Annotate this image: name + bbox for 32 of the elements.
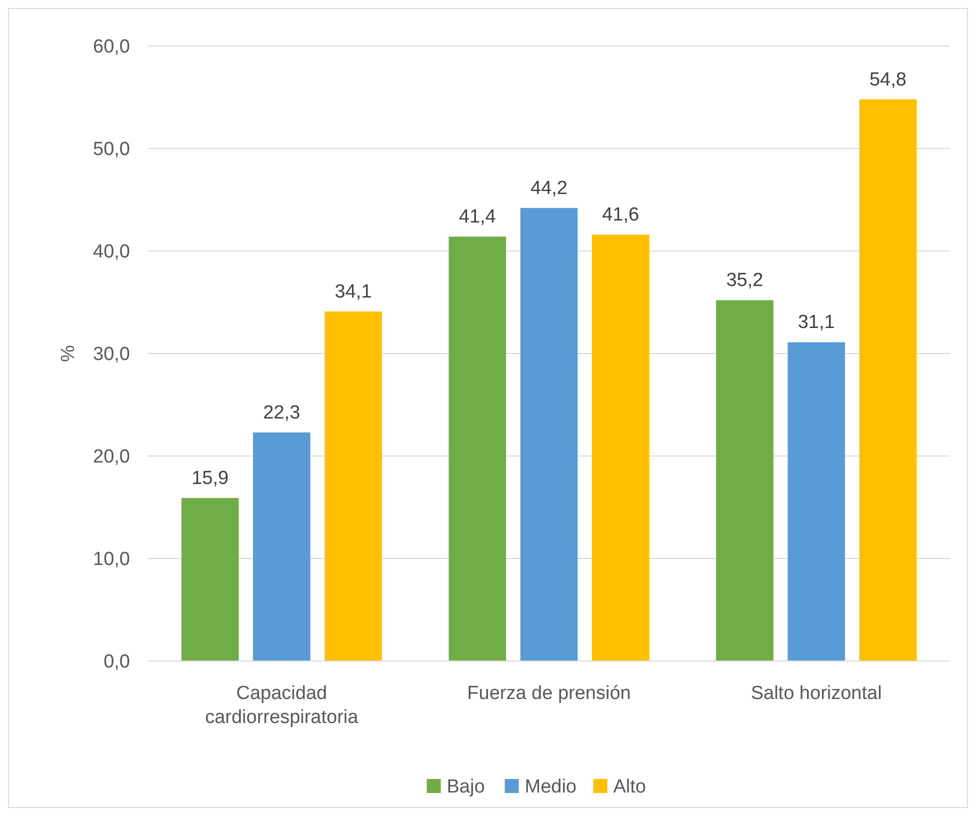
bar <box>859 99 917 661</box>
bar <box>716 300 774 661</box>
data-label: 15,9 <box>192 468 229 490</box>
data-label: 54,8 <box>869 69 906 90</box>
bar <box>788 342 845 661</box>
legend-label: Medio <box>524 776 576 798</box>
data-label: 35,2 <box>726 270 764 292</box>
y-tick-label: 0,0 <box>104 652 130 673</box>
y-tick-label: 50,0 <box>93 139 130 160</box>
bar <box>592 234 650 661</box>
y-tick-label: 20,0 <box>93 446 130 468</box>
data-label: 41,4 <box>458 206 496 228</box>
legend-label: Bajo <box>446 776 485 798</box>
data-label: 22,3 <box>263 402 300 424</box>
data-label: 31,1 <box>798 312 835 334</box>
x-tick-label: Capacidad cardiorrespiratoria <box>205 683 359 728</box>
x-tick-label: Fuerza de prensión <box>467 683 631 704</box>
bar <box>181 498 239 661</box>
bar <box>448 236 506 661</box>
legend-label: Alto <box>613 776 646 798</box>
bar <box>253 432 310 661</box>
data-label: 44,2 <box>530 178 568 199</box>
y-tick-label: 40,0 <box>93 242 130 263</box>
y-tick-label: 60,0 <box>93 36 130 58</box>
bar <box>520 208 578 661</box>
data-label: 34,1 <box>334 281 372 302</box>
x-tick-label: Salto horizontal <box>750 683 882 704</box>
y-tick-label: 30,0 <box>93 344 130 366</box>
y-tick-label: 10,0 <box>93 549 130 570</box>
y-axis-title: % <box>58 344 79 362</box>
bar <box>324 311 382 661</box>
data-label: 41,6 <box>602 204 640 226</box>
